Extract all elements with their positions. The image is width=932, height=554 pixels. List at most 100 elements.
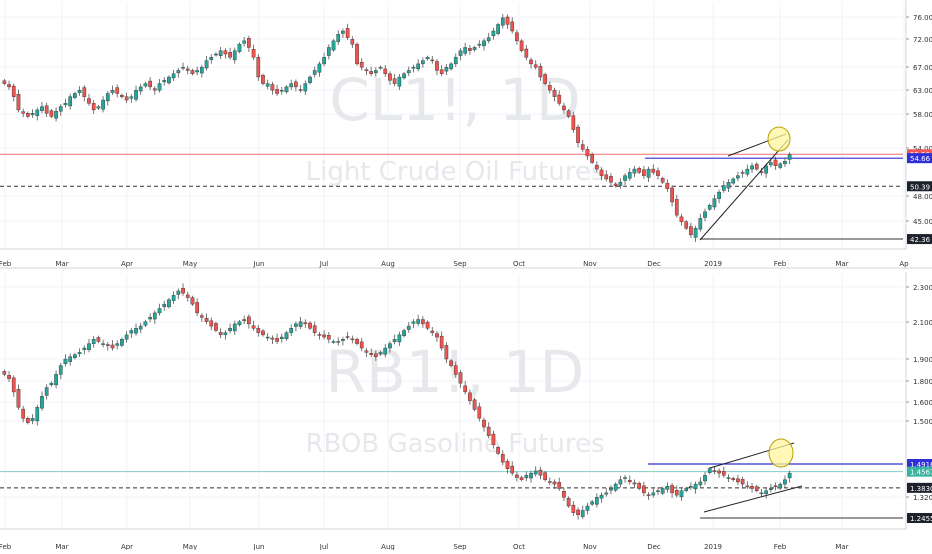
candle-body <box>698 481 703 486</box>
candle-body <box>463 47 468 54</box>
candle-body <box>232 50 237 61</box>
candle-body <box>237 43 242 52</box>
candle-body <box>566 497 571 507</box>
x-tick-label: Mar <box>835 543 848 550</box>
candle-body <box>684 221 689 229</box>
x-tick-label: 2019 <box>704 543 722 550</box>
watermark-title: RBOB Gasoline Futures <box>305 429 604 459</box>
candle-body <box>223 332 228 336</box>
candle-body <box>637 483 642 489</box>
candle-body <box>515 474 519 478</box>
candle-body <box>110 344 115 349</box>
x-tick-label: Nov <box>583 260 597 268</box>
candle-body <box>773 485 778 488</box>
candle-body <box>16 389 21 408</box>
candle-body <box>341 30 345 34</box>
candle-body <box>251 48 256 58</box>
x-tick-label: May <box>183 260 197 268</box>
candle-body <box>359 61 364 68</box>
candle-body <box>421 60 425 65</box>
candle-body <box>505 461 510 469</box>
price-badge <box>907 234 932 245</box>
candle-body <box>190 70 195 74</box>
candle-body <box>152 88 157 91</box>
candle-body <box>627 480 632 483</box>
candle-body <box>91 103 96 111</box>
candle-body <box>524 475 529 479</box>
candle-body <box>275 338 279 342</box>
candle-body <box>331 40 336 51</box>
candle-body <box>576 126 580 143</box>
candle-body <box>580 510 585 517</box>
candle-body <box>745 168 750 175</box>
candle-body <box>477 406 482 419</box>
y-tick-label: 1.3200 <box>913 494 932 502</box>
candle-body <box>218 50 223 56</box>
x-tick-label: Feb <box>0 260 12 268</box>
candle-body <box>726 477 731 479</box>
price-badge <box>907 466 932 477</box>
candle-body <box>195 70 199 73</box>
candle-body <box>345 28 350 38</box>
candle-body <box>651 168 656 173</box>
y-tick-label: 1.9000 <box>913 356 932 364</box>
candle-body <box>613 483 618 491</box>
candle-body <box>214 53 218 56</box>
candle-body <box>458 50 463 56</box>
candle-body <box>218 332 223 336</box>
candle-body <box>660 178 665 183</box>
x-tick-label: Jun <box>253 543 265 550</box>
candle-body <box>2 80 7 84</box>
candle-body <box>26 113 30 117</box>
candle-body <box>599 169 604 176</box>
candle-body <box>383 68 388 74</box>
candle-body <box>496 447 500 454</box>
candle-body <box>538 66 543 78</box>
candle-body <box>49 110 54 117</box>
candle-body <box>87 343 91 351</box>
x-tick-label: Mar <box>55 260 68 268</box>
y-tick-label: 54.00 <box>913 145 932 153</box>
candle-body <box>261 75 265 84</box>
candle-body <box>350 39 355 45</box>
candle-body <box>359 341 364 349</box>
x-tick-label: May <box>183 543 197 550</box>
trendline-lower <box>699 139 789 241</box>
candle-body <box>543 472 547 480</box>
x-tick-label: Feb <box>774 260 787 268</box>
candle-body <box>590 154 594 163</box>
candle-body <box>421 319 425 325</box>
candle-body <box>294 81 298 88</box>
candle-body <box>284 332 289 340</box>
candle-body <box>787 154 792 160</box>
candle-body <box>120 95 124 97</box>
candle-body <box>538 469 543 476</box>
candle-body <box>529 472 533 479</box>
candle-body <box>717 470 721 474</box>
y-tick-label: 58.00 <box>913 111 932 119</box>
candle-body <box>388 73 392 81</box>
candle-body <box>63 358 68 365</box>
candle-body <box>54 374 58 386</box>
candle-body <box>703 211 707 218</box>
candle-body <box>768 488 773 490</box>
candle-body <box>726 182 731 189</box>
candle-body <box>44 105 49 114</box>
candle-body <box>689 226 693 236</box>
candle-body <box>783 479 787 485</box>
candle-body <box>392 78 397 84</box>
candle-body <box>693 483 698 490</box>
candle-body <box>566 110 571 117</box>
x-tick-label: Mar <box>835 260 848 268</box>
candle-body <box>745 485 750 488</box>
y-tick-label: 63.00 <box>913 87 932 95</box>
candle-body <box>519 40 524 51</box>
candle-body <box>402 330 406 336</box>
candle-body <box>787 472 792 479</box>
candle-body <box>660 488 665 494</box>
candle-body <box>26 418 30 423</box>
candle-body <box>764 165 768 174</box>
price-badge-label: 1.4916 <box>910 461 932 469</box>
candle-body <box>251 325 256 329</box>
